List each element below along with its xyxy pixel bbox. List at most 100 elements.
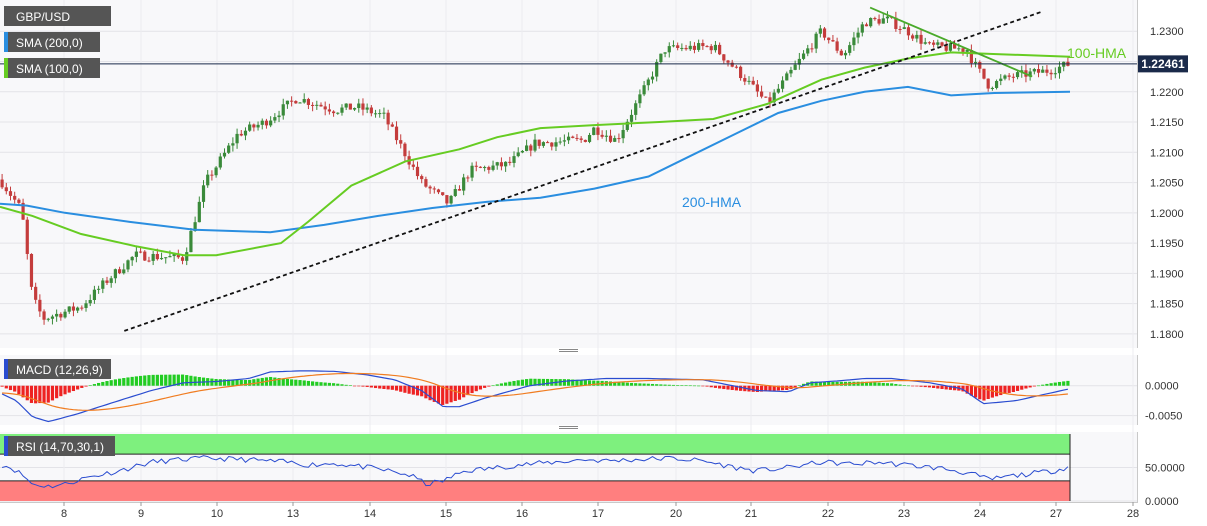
candle-up xyxy=(269,120,273,126)
macd-histogram-bar xyxy=(180,374,185,386)
macd-histogram-bar xyxy=(944,385,948,390)
candle-down xyxy=(1045,69,1049,73)
macd-histogram-bar xyxy=(1036,385,1041,387)
macd-histogram-bar xyxy=(13,385,17,392)
candle-up xyxy=(638,94,642,104)
macd-histogram-bar xyxy=(1011,385,1015,393)
candle-up xyxy=(168,256,172,258)
macd-histogram-bar xyxy=(147,375,151,386)
macd-histogram-bar xyxy=(1049,383,1053,386)
macd-histogram-bar xyxy=(994,385,999,397)
macd-histogram-bar xyxy=(436,385,441,404)
candle-down xyxy=(13,195,17,200)
candle-up xyxy=(235,133,239,144)
macd-histogram-bar xyxy=(730,385,734,391)
macd-rsi-splitter[interactable] xyxy=(0,425,1138,432)
macd-histogram-bar xyxy=(722,385,726,390)
candle-down xyxy=(550,142,554,147)
macd-histogram-bar xyxy=(122,378,126,386)
hma-100-line xyxy=(0,51,1071,257)
macd-histogram-bar xyxy=(50,385,55,401)
macd-histogram-bar xyxy=(101,381,105,386)
macd-histogram-bar xyxy=(4,385,8,389)
candle-up xyxy=(260,120,264,125)
candle-up xyxy=(122,269,126,274)
macd-histogram-bar xyxy=(445,385,449,404)
candle-down xyxy=(726,60,730,63)
candle-down xyxy=(927,42,932,44)
macd-histogram-bar xyxy=(927,385,932,388)
candle-down xyxy=(877,19,881,24)
macd-histogram-bar xyxy=(566,379,571,386)
macd-histogram-bar xyxy=(113,379,117,386)
candle-up xyxy=(780,80,785,89)
macd-signal-line xyxy=(2,372,1068,411)
legend-rsi[interactable]: RSI (14,70,30,1) xyxy=(4,436,115,456)
candle-down xyxy=(348,103,352,110)
macd-histogram-bar xyxy=(659,384,663,386)
candle-up xyxy=(159,258,164,260)
rsi-tick-label: 0.0000 xyxy=(1145,496,1179,508)
macd-histogram-bar xyxy=(902,385,906,386)
price-macd-splitter[interactable] xyxy=(0,348,1138,355)
macd-histogram-bar xyxy=(373,385,378,389)
macd-histogram-bar xyxy=(290,379,294,386)
price-tick-label: 1.2050 xyxy=(1150,178,1184,190)
legend-macd[interactable]: MACD (12,26,9) xyxy=(4,359,111,379)
macd-histogram-bar xyxy=(441,385,445,405)
macd-histogram-bar xyxy=(243,379,248,386)
macd-histogram-bar xyxy=(331,383,336,386)
candle-down xyxy=(21,202,25,220)
legend-symbol[interactable]: GBP/USD xyxy=(4,6,111,26)
macd-histogram-bar xyxy=(1015,385,1020,391)
candle-up xyxy=(655,62,659,77)
macd-histogram-bar xyxy=(248,379,252,386)
macd-histogram-bar xyxy=(508,381,512,386)
time-tick-label: 27 xyxy=(1050,508,1062,520)
macd-histogram-bar xyxy=(625,382,629,386)
macd-histogram-bar xyxy=(621,382,625,386)
candle-up xyxy=(365,107,369,110)
candle-down xyxy=(239,133,243,136)
macd-tick-label: 0.0000 xyxy=(1145,381,1179,393)
macd-histogram-bar xyxy=(281,378,285,386)
candle-down xyxy=(432,188,436,190)
candle-down xyxy=(537,139,541,146)
candle-up xyxy=(55,313,59,317)
macd-histogram-bar xyxy=(571,379,575,386)
macd-histogram-bar xyxy=(478,385,483,390)
macd-histogram-bar xyxy=(470,385,474,394)
legend-sma-200[interactable]: SMA (200,0) xyxy=(4,32,100,52)
candle-down xyxy=(415,166,420,177)
candle-down xyxy=(906,27,911,36)
candle-down xyxy=(764,96,768,98)
candle-up xyxy=(101,280,105,289)
macd-histogram-bar xyxy=(151,374,155,386)
macd-histogram-bar xyxy=(692,385,697,387)
macd-histogram-bar xyxy=(1007,385,1011,393)
macd-histogram-bar xyxy=(642,383,646,386)
candle-down xyxy=(600,134,604,137)
macd-histogram-bar xyxy=(357,385,361,387)
macd-histogram-bar xyxy=(680,385,684,386)
macd-histogram-bar xyxy=(17,385,21,395)
macd-histogram-bar xyxy=(462,385,466,398)
macd-histogram-bar xyxy=(881,382,885,386)
legend-sma-100[interactable]: SMA (100,0) xyxy=(4,58,100,78)
candle-down xyxy=(508,161,512,163)
candle-up xyxy=(856,32,860,38)
rsi-overbought-band xyxy=(0,434,1070,455)
macd-histogram-bar xyxy=(302,380,306,386)
candle-down xyxy=(424,179,428,187)
candle-up xyxy=(185,252,189,261)
candle-up xyxy=(462,177,466,191)
candle-down xyxy=(138,251,143,253)
candle-up xyxy=(50,316,55,319)
candle-down xyxy=(529,145,533,151)
candle-up xyxy=(504,161,508,167)
candle-up xyxy=(88,300,92,304)
candle-down xyxy=(545,142,550,144)
macd-histogram-bar xyxy=(776,385,780,391)
macd-histogram-bar xyxy=(839,381,843,386)
candle-up xyxy=(298,102,302,104)
